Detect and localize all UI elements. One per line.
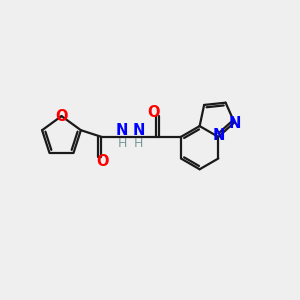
Text: H: H [134, 137, 143, 150]
Text: O: O [96, 154, 108, 169]
Text: O: O [55, 109, 68, 124]
Text: N: N [133, 123, 145, 138]
Text: N: N [212, 128, 224, 143]
Text: O: O [147, 105, 160, 120]
Text: H: H [117, 137, 127, 150]
Text: N: N [116, 123, 128, 138]
Text: N: N [228, 116, 241, 131]
